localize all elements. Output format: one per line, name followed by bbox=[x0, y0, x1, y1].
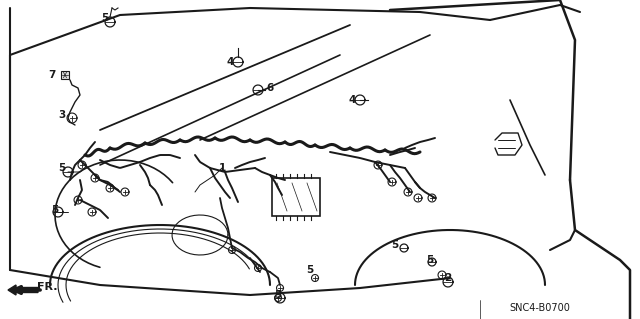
Text: 5: 5 bbox=[58, 163, 66, 173]
Text: SNC4-B0700: SNC4-B0700 bbox=[509, 303, 570, 313]
Text: 5: 5 bbox=[51, 205, 59, 215]
Text: 5: 5 bbox=[275, 290, 282, 300]
Text: 6: 6 bbox=[266, 83, 274, 93]
Text: 4: 4 bbox=[227, 57, 234, 67]
Text: 5: 5 bbox=[426, 255, 434, 265]
Bar bbox=[272, 178, 320, 216]
Text: FR.: FR. bbox=[37, 282, 58, 292]
Text: 1: 1 bbox=[218, 163, 226, 173]
Bar bbox=[61, 71, 69, 79]
Text: 7: 7 bbox=[48, 70, 56, 80]
Text: 5: 5 bbox=[307, 265, 314, 275]
Text: 5: 5 bbox=[101, 13, 109, 23]
Text: 2: 2 bbox=[444, 273, 452, 283]
FancyArrow shape bbox=[8, 285, 38, 295]
Text: 5: 5 bbox=[392, 240, 399, 250]
Text: 3: 3 bbox=[58, 110, 66, 120]
Text: 4: 4 bbox=[348, 95, 356, 105]
